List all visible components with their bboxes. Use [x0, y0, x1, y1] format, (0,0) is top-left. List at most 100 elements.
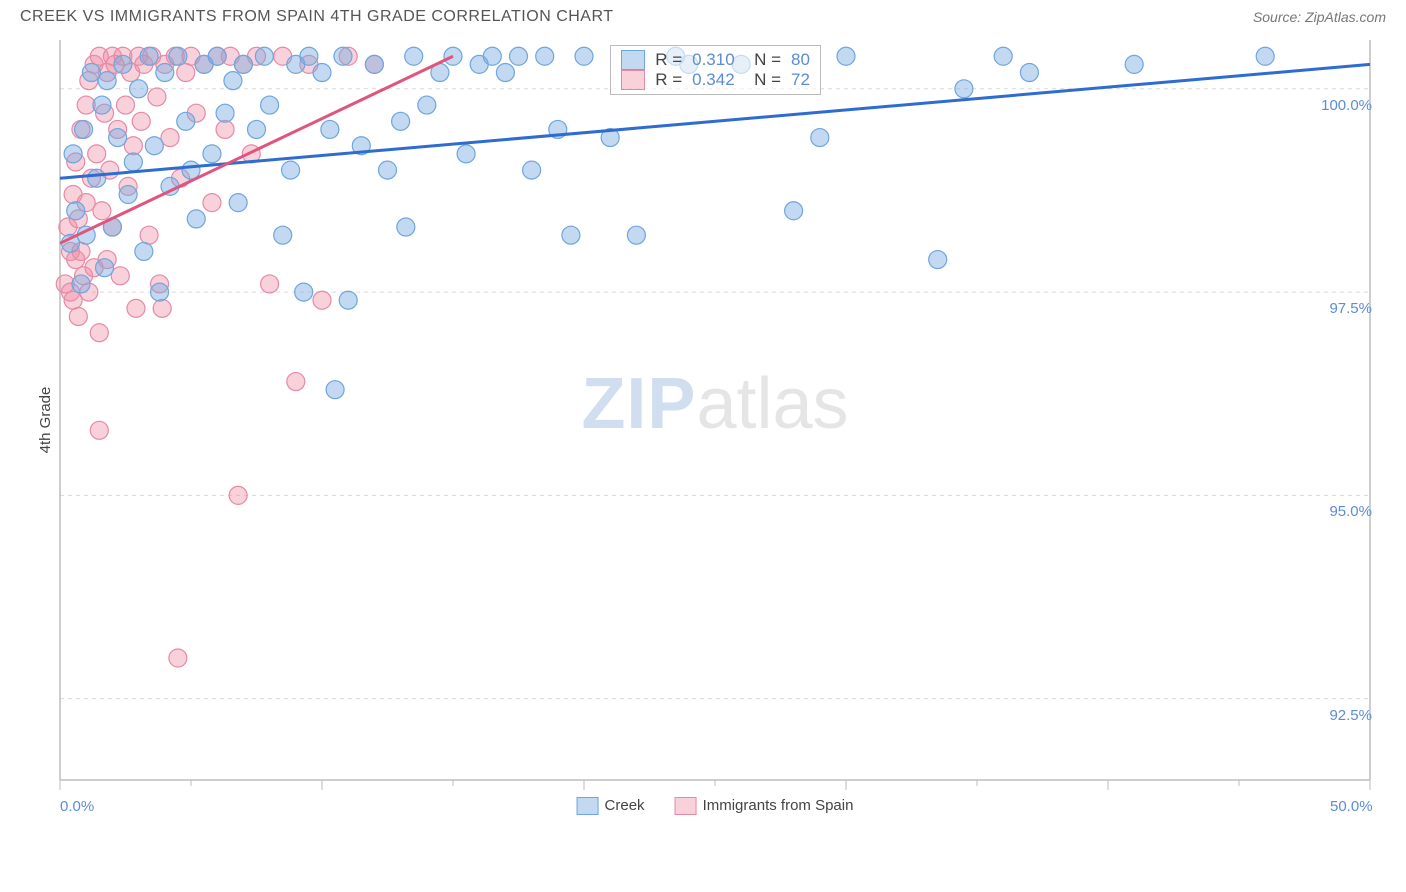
scatter-point — [208, 47, 226, 65]
scatter-point — [326, 381, 344, 399]
scatter-point — [287, 373, 305, 391]
scatter-point — [562, 226, 580, 244]
scatter-point — [169, 47, 187, 65]
scatter-point — [397, 218, 415, 236]
chart-area: 4th Grade ZIPatlas R =0.310 N =80R =0.34… — [50, 30, 1380, 810]
scatter-point — [418, 96, 436, 114]
scatter-point — [75, 120, 93, 138]
y-axis-label: 4th Grade — [37, 387, 54, 454]
scatter-point — [140, 226, 158, 244]
scatter-point — [255, 47, 273, 65]
scatter-point — [627, 226, 645, 244]
scatter-point — [96, 259, 114, 277]
r-value: 0.310 — [692, 50, 735, 70]
legend-swatch — [675, 797, 697, 815]
scatter-point — [135, 242, 153, 260]
legend-label: Immigrants from Spain — [703, 797, 854, 814]
scatter-point — [169, 649, 187, 667]
scatter-point — [282, 161, 300, 179]
scatter-point — [203, 145, 221, 163]
scatter-point — [114, 55, 132, 73]
n-value: 80 — [791, 50, 810, 70]
scatter-chart — [50, 30, 1380, 790]
scatter-point — [334, 47, 352, 65]
y-tick-label: 100.0% — [1321, 97, 1372, 114]
x-tick-label: 50.0% — [1330, 798, 1373, 815]
scatter-point — [955, 80, 973, 98]
scatter-point — [392, 112, 410, 130]
chart-title: CREEK VS IMMIGRANTS FROM SPAIN 4TH GRADE… — [20, 8, 614, 26]
scatter-point — [72, 275, 90, 293]
scatter-point — [156, 64, 174, 82]
scatter-point — [339, 291, 357, 309]
scatter-point — [313, 291, 331, 309]
scatter-point — [274, 226, 292, 244]
scatter-point — [148, 88, 166, 106]
scatter-point — [365, 55, 383, 73]
scatter-point — [575, 47, 593, 65]
scatter-point — [496, 64, 514, 82]
scatter-point — [203, 194, 221, 212]
scatter-point — [177, 112, 195, 130]
scatter-point — [523, 161, 541, 179]
scatter-point — [234, 55, 252, 73]
scatter-point — [130, 80, 148, 98]
scatter-point — [187, 210, 205, 228]
scatter-point — [229, 194, 247, 212]
stats-row: R = 0.310 N = 80 — [621, 50, 810, 70]
scatter-point — [229, 486, 247, 504]
scatter-point — [248, 120, 266, 138]
scatter-point — [994, 47, 1012, 65]
scatter-point — [261, 96, 279, 114]
scatter-point — [98, 72, 116, 90]
scatter-point — [379, 161, 397, 179]
scatter-point — [216, 104, 234, 122]
legend-label: Creek — [605, 797, 645, 814]
y-tick-label: 97.5% — [1329, 300, 1372, 317]
scatter-point — [177, 64, 195, 82]
source-label: Source: ZipAtlas.com — [1253, 9, 1386, 25]
scatter-point — [536, 47, 554, 65]
scatter-point — [216, 120, 234, 138]
n-value: 72 — [791, 70, 810, 90]
y-tick-label: 95.0% — [1329, 503, 1372, 520]
scatter-point — [69, 307, 87, 325]
scatter-point — [90, 324, 108, 342]
scatter-point — [811, 129, 829, 147]
scatter-point — [140, 47, 158, 65]
legend-item: Creek — [577, 797, 645, 815]
legend-item: Immigrants from Spain — [675, 797, 854, 815]
n-label: N = — [745, 50, 781, 70]
r-value: 0.342 — [692, 70, 735, 90]
scatter-point — [483, 47, 501, 65]
scatter-point — [88, 169, 106, 187]
stats-box: R = 0.310 N = 80 R = 0.342 N = 72 — [610, 45, 821, 95]
scatter-point — [109, 129, 127, 147]
scatter-point — [117, 96, 135, 114]
scatter-point — [1256, 47, 1274, 65]
scatter-point — [295, 283, 313, 301]
legend: Creek Immigrants from Spain — [577, 797, 854, 815]
scatter-point — [313, 64, 331, 82]
scatter-point — [321, 120, 339, 138]
scatter-point — [151, 283, 169, 301]
legend-swatch — [577, 797, 599, 815]
scatter-point — [127, 299, 145, 317]
scatter-point — [145, 137, 163, 155]
scatter-point — [837, 47, 855, 65]
n-label: N = — [745, 70, 781, 90]
scatter-point — [132, 112, 150, 130]
scatter-point — [300, 47, 318, 65]
scatter-point — [405, 47, 423, 65]
scatter-point — [1020, 64, 1038, 82]
stats-swatch — [621, 70, 645, 90]
scatter-point — [124, 153, 142, 171]
scatter-point — [224, 72, 242, 90]
scatter-point — [929, 251, 947, 269]
scatter-point — [261, 275, 279, 293]
scatter-point — [785, 202, 803, 220]
scatter-point — [444, 47, 462, 65]
scatter-point — [88, 145, 106, 163]
r-label: R = — [655, 50, 682, 70]
r-label: R = — [655, 70, 682, 90]
